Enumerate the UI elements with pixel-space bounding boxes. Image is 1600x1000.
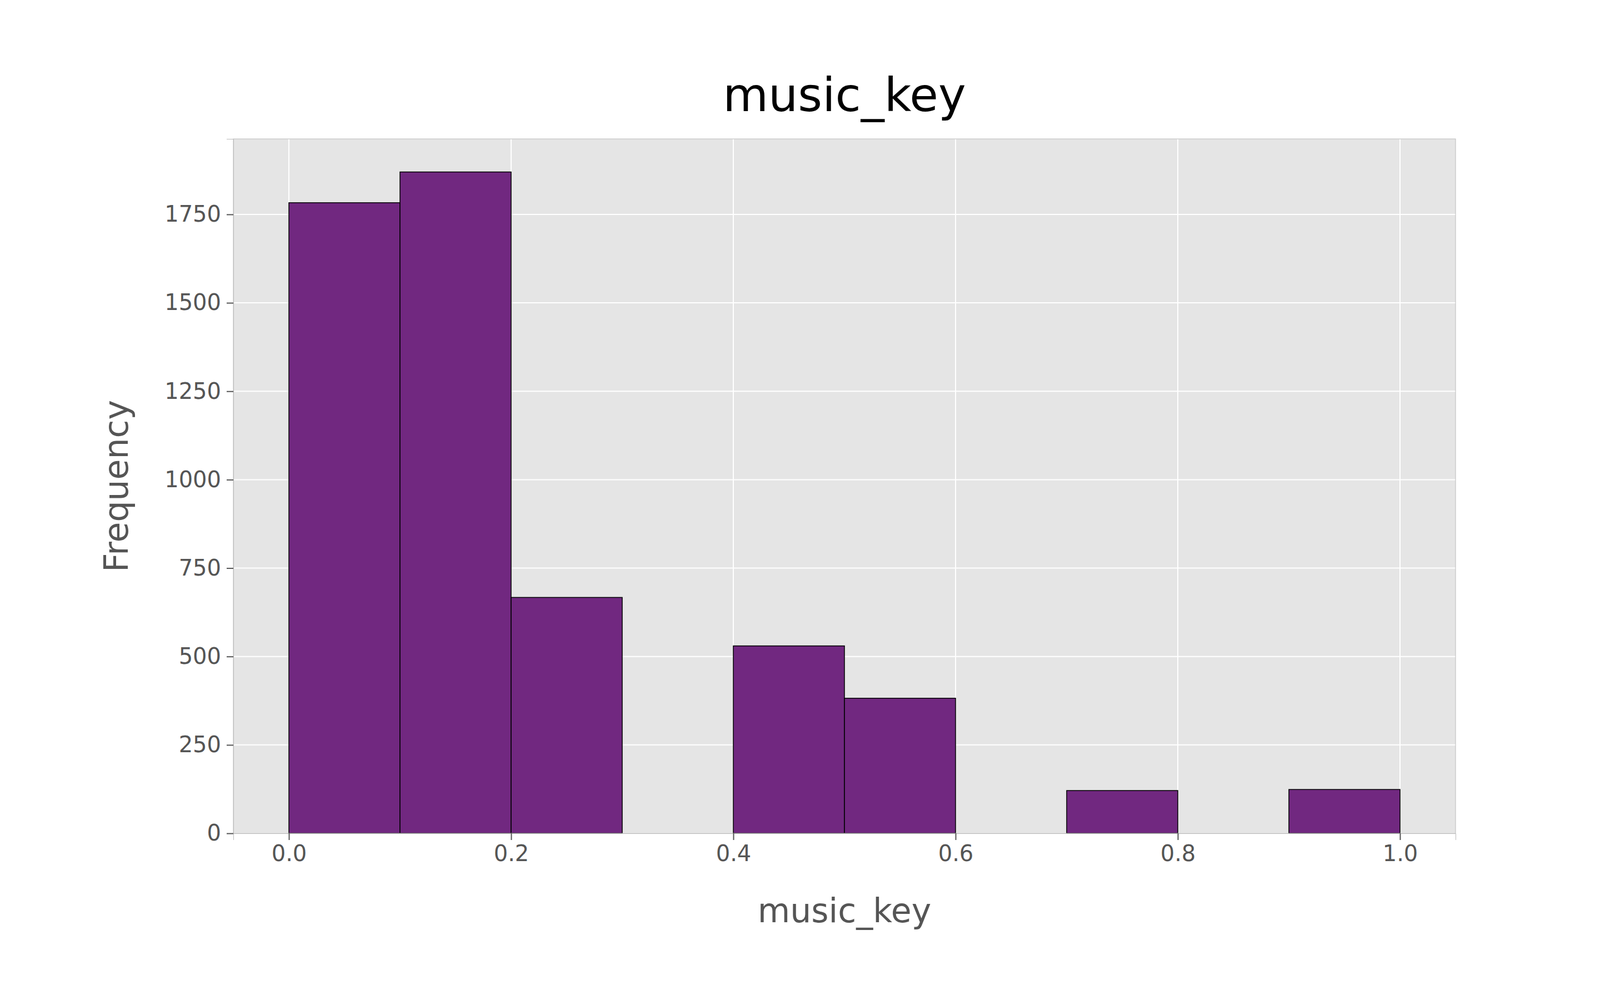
axis-line <box>226 139 234 834</box>
tick: 500 <box>178 643 234 669</box>
tick-mark <box>226 302 234 304</box>
tick: 1000 <box>164 466 234 493</box>
tick-mark <box>1400 833 1402 840</box>
tick-mark <box>955 833 957 840</box>
plot-background <box>233 138 1456 834</box>
bars <box>288 172 1400 834</box>
tick-label: 1500 <box>164 289 222 315</box>
tick-label: 1000 <box>164 466 222 493</box>
tick: 1.0 <box>1382 833 1419 867</box>
tick-label: 1250 <box>164 378 222 404</box>
grid-line <box>1399 138 1401 834</box>
tick: 750 <box>178 555 234 581</box>
bar <box>400 172 512 834</box>
tick-mark <box>733 833 735 840</box>
tick: 1500 <box>164 289 234 315</box>
plot: 0.0 0.2 0.4 0.6 0.8 1.0 0 250 500 750 1000 1250 1500… <box>164 138 1456 867</box>
tick-label: 0.2 <box>493 840 530 867</box>
axis-line <box>233 833 1457 841</box>
bar <box>733 646 845 834</box>
tick-label: 0.4 <box>716 840 752 867</box>
tick: 0.4 <box>716 833 752 867</box>
tick-mark <box>226 744 234 746</box>
tick: 0.2 <box>493 833 530 867</box>
tick-mark <box>226 391 234 393</box>
y-axis: 0 250 500 750 1000 1250 1500 1750 <box>164 139 234 847</box>
tick-mark <box>511 833 513 840</box>
bar <box>288 202 400 834</box>
tick-mark <box>226 479 234 481</box>
bar <box>1288 789 1400 834</box>
tick-label: 0.8 <box>1160 840 1197 867</box>
tick-mark <box>288 833 290 840</box>
tick-label: 0.6 <box>938 840 974 867</box>
tick-label: 250 <box>178 731 222 758</box>
tick: 1750 <box>164 201 234 227</box>
title: music_key <box>722 67 966 123</box>
bar <box>844 698 956 834</box>
tick: 250 <box>178 731 234 758</box>
tick: 0 <box>207 820 234 846</box>
x-axis-title: music_key <box>757 891 932 930</box>
tick-label: 1750 <box>164 201 222 227</box>
tick-label: 750 <box>178 555 222 581</box>
bar <box>1066 790 1178 834</box>
tick-label: 500 <box>178 643 222 669</box>
tick-mark <box>1177 833 1179 840</box>
tick-mark <box>226 567 234 569</box>
tick-mark <box>226 656 234 658</box>
chart: 0.0 0.2 0.4 0.6 0.8 1.0 0 250 500 750 1000 1250 1500… <box>0 0 1600 1000</box>
tick-label: 0 <box>207 820 222 846</box>
tick-label: 1.0 <box>1382 840 1419 867</box>
grid-line <box>1177 138 1179 834</box>
tick-label: 0.0 <box>271 840 308 867</box>
bar <box>511 597 623 834</box>
tick: 0.0 <box>271 833 308 867</box>
plot-frame <box>233 138 1456 834</box>
grid <box>233 138 1456 834</box>
tick: 0.8 <box>1160 833 1197 867</box>
tick: 0.6 <box>938 833 974 867</box>
tick-mark <box>226 833 234 835</box>
y-axis-title: Frequency <box>96 400 136 573</box>
tick-mark <box>226 213 234 215</box>
x-axis: 0.0 0.2 0.4 0.6 0.8 1.0 <box>233 833 1457 867</box>
tick: 1250 <box>164 378 234 404</box>
